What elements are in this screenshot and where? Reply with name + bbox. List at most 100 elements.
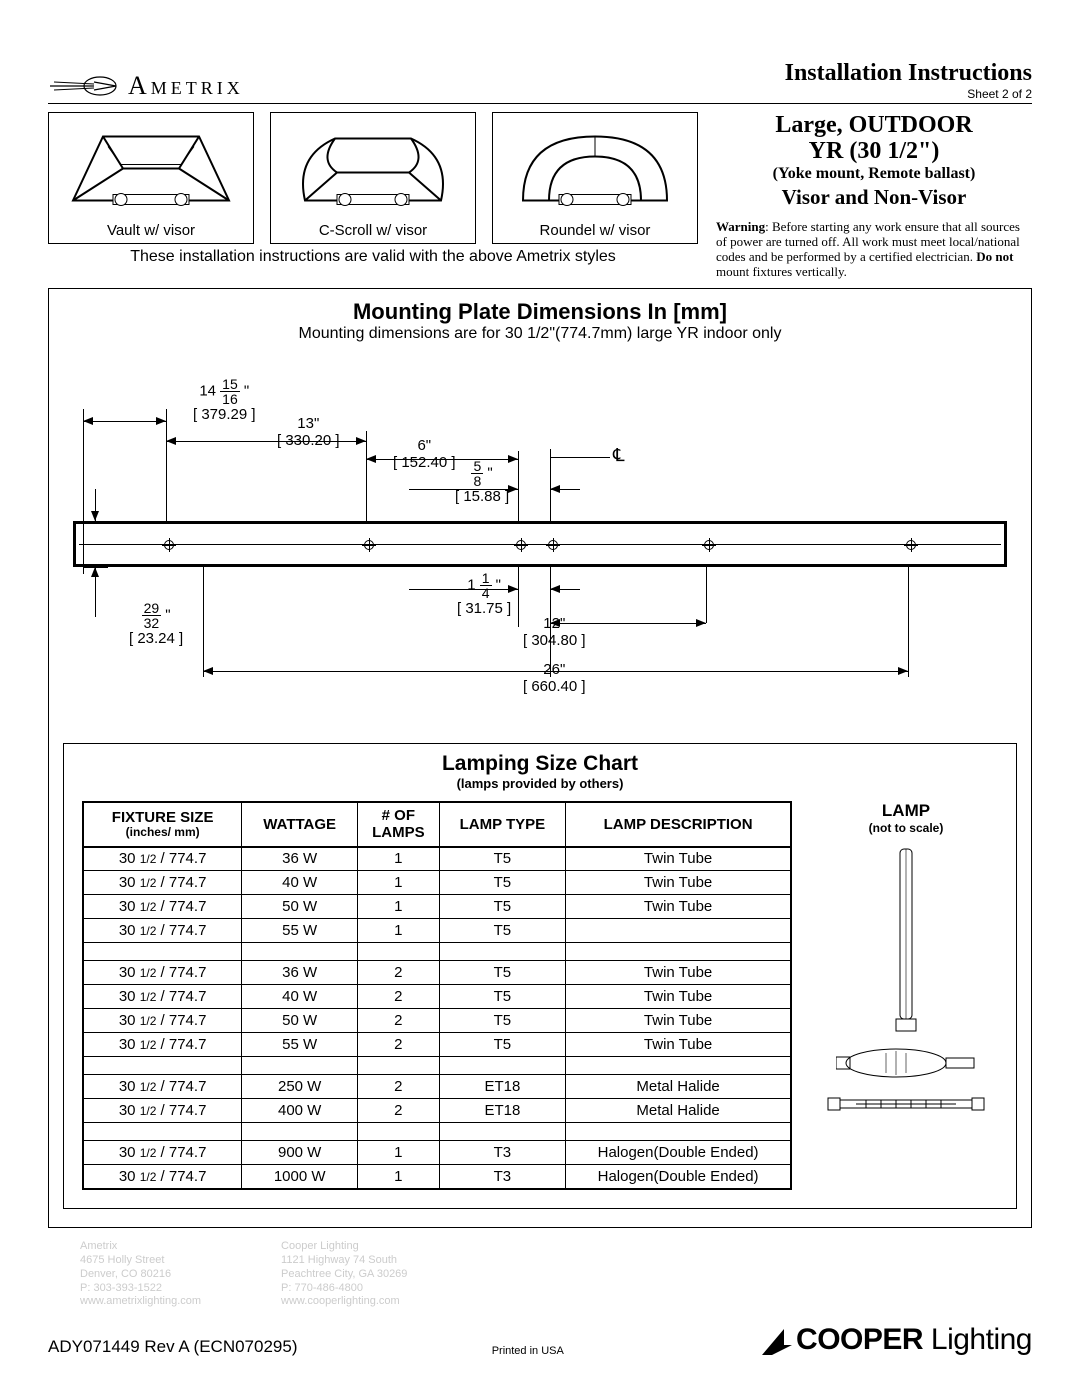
- lamp-illus-sub: (not to scale): [814, 821, 998, 835]
- th-fixture-s: (inches/ mm): [90, 826, 235, 840]
- lamp-illustrations: LAMP (not to scale): [814, 801, 998, 1190]
- dim-line: [83, 421, 166, 422]
- dim-d8-den: 32: [142, 616, 162, 630]
- dim-d7-mm: [ 660.40 ]: [523, 678, 586, 695]
- et18-lamp-icon: [836, 1045, 976, 1081]
- printed-in: Printed in USA: [492, 1345, 564, 1357]
- arrow-icon: [550, 485, 560, 493]
- arrow-icon: [508, 455, 518, 463]
- hole-icon: [548, 540, 558, 550]
- addr2-l2: 1121 Highway 74 South: [281, 1254, 407, 1268]
- table-row: 30 1/2 / 774.740 W1T5Twin Tube: [83, 871, 791, 895]
- address-ametrix: Ametrix 4675 Holly Street Denver, CO 802…: [80, 1240, 201, 1309]
- addr1-l4: P: 303-393-1522: [80, 1282, 201, 1296]
- fixture-roundel: Roundel w/ visor: [492, 112, 698, 244]
- dim-d8-mm: [ 23.24 ]: [129, 630, 183, 647]
- ext-line: [366, 431, 367, 521]
- dim-d5-num: 1: [480, 571, 492, 586]
- dim-d7: 26" [ 660.40 ]: [523, 661, 586, 695]
- dim-d4-den: 8: [471, 474, 483, 488]
- dim-d8-num: 29: [142, 601, 162, 616]
- arrow-icon: [156, 417, 166, 425]
- arrow-icon: [508, 485, 518, 493]
- dim-d4: 58 " [ 15.88 ]: [455, 459, 509, 505]
- lamping-table: FIXTURE SIZE(inches/ mm) WATTAGE # OF LA…: [82, 801, 792, 1190]
- arrow-icon: [550, 585, 560, 593]
- fixture-strip: Vault w/ visor C-Scroll w/ visor: [48, 112, 698, 244]
- table-row: 30 1/2 / 774.736 W2T5Twin Tube: [83, 961, 791, 985]
- addr2-l3: Peachtree City, GA 30269: [281, 1268, 407, 1282]
- vault-icon: [53, 113, 249, 220]
- th-desc: LAMP DESCRIPTION: [566, 802, 791, 847]
- table-row: 30 1/2 / 774.7400 W2ET18Metal Halide: [83, 1099, 791, 1123]
- lamping-box: Lamping Size Chart (lamps provided by ot…: [63, 743, 1017, 1209]
- header-bar: Ametrix Installation Instructions Sheet …: [48, 60, 1032, 101]
- dim-d1-mm: [ 379.29 ]: [193, 406, 256, 423]
- arrow-icon: [91, 567, 99, 577]
- lamping-sub: (lamps provided by others): [82, 776, 998, 791]
- dim-d6-in: 12": [543, 615, 565, 632]
- main-frame: Mounting Plate Dimensions In [mm] Mounti…: [48, 288, 1032, 1228]
- addr1-l3: Denver, CO 80216: [80, 1268, 201, 1282]
- centerline-icon: ℄: [613, 445, 625, 466]
- cooper-bold: COOPER: [796, 1323, 923, 1356]
- dim-d3-in: 6": [417, 437, 431, 454]
- plate-bar: [73, 521, 1007, 567]
- table-row: 30 1/2 / 774.7900 W1T3Halogen(Double End…: [83, 1141, 791, 1165]
- roundel-icon: [497, 113, 693, 220]
- t3-lamp-icon: [826, 1091, 986, 1117]
- dim-line: [550, 457, 610, 458]
- table-row: 30 1/2 / 774.755 W2T5Twin Tube: [83, 1033, 791, 1057]
- mounting-diagram: 14 1516 " [ 379.29 ] 13" [ 330.20 ] 6" […: [63, 349, 1017, 719]
- th-fixture-t: FIXTURE SIZE: [112, 809, 214, 826]
- dim-d4-mm: [ 15.88 ]: [455, 488, 509, 505]
- fixture-vault: Vault w/ visor: [48, 112, 254, 244]
- ext-line: [908, 567, 909, 677]
- header-right: Installation Instructions Sheet 2 of 2: [785, 60, 1032, 101]
- product-title-2: YR (30 1/2"): [716, 138, 1032, 164]
- dim-d3: 6" [ 152.40 ]: [393, 437, 456, 471]
- table-row: 30 1/2 / 774.740 W2T5Twin Tube: [83, 985, 791, 1009]
- dim-d1: 14 1516 " [ 379.29 ]: [193, 377, 256, 423]
- lamping-title: Lamping Size Chart: [82, 752, 998, 776]
- fixture-vault-label: Vault w/ visor: [107, 222, 195, 239]
- fixture-cscroll: C-Scroll w/ visor: [270, 112, 476, 244]
- warning-tail2: mount fixtures vertically.: [716, 264, 847, 279]
- table-row: 30 1/2 / 774.736 W1T5Twin Tube: [83, 847, 791, 871]
- footer-row2: ADY071449 Rev A (ECN070295) Printed in U…: [48, 1323, 1032, 1357]
- cscroll-icon: [275, 113, 471, 220]
- product-sub: (Yoke mount, Remote ballast): [716, 165, 1032, 183]
- address-row: Ametrix 4675 Holly Street Denver, CO 802…: [48, 1240, 1032, 1309]
- warning-label: Warning: [716, 219, 765, 234]
- dim-d7-in: 26": [543, 661, 565, 678]
- addr2-l5: www.cooperlighting.com: [281, 1295, 407, 1309]
- hole-icon: [704, 540, 714, 550]
- t5-lamp-icon: [886, 845, 926, 1035]
- dim-d1-num: 15: [220, 377, 240, 392]
- ext-line: [166, 409, 167, 521]
- lamp-illus-title: LAMP: [814, 801, 998, 821]
- addr1-l5: www.ametrixlighting.com: [80, 1295, 201, 1309]
- dim-d5-den: 4: [480, 586, 492, 600]
- header-rule: [48, 103, 1032, 104]
- product-title-3: Visor and Non-Visor: [716, 185, 1032, 210]
- dim-d1-den: 16: [220, 392, 240, 406]
- brand-logo: Ametrix: [48, 71, 244, 101]
- dim-d2-mm: [ 330.20 ]: [277, 432, 340, 449]
- arrow-icon: [898, 667, 908, 675]
- dim-d2-in: 13": [297, 415, 319, 432]
- th-num: # OF LAMPS: [358, 802, 440, 847]
- hole-icon: [516, 540, 526, 550]
- dim-d6-mm: [ 304.80 ]: [523, 632, 586, 649]
- fixture-strip-wrap: Vault w/ visor C-Scroll w/ visor: [48, 112, 698, 280]
- ext-line: [83, 409, 84, 574]
- ext-line: [203, 567, 204, 677]
- cooper-light: Lighting: [923, 1323, 1032, 1356]
- dim-d5-mm: [ 31.75 ]: [457, 600, 511, 617]
- cooper-logo: COOPER Lighting: [758, 1323, 1032, 1357]
- ext-line: [706, 567, 707, 623]
- warning-text: Warning: Before starting any work ensure…: [716, 220, 1032, 280]
- th-type: LAMP TYPE: [439, 802, 566, 847]
- row-fixtures-and-product: Vault w/ visor C-Scroll w/ visor: [48, 112, 1032, 280]
- doc-title: Installation Instructions: [785, 60, 1032, 87]
